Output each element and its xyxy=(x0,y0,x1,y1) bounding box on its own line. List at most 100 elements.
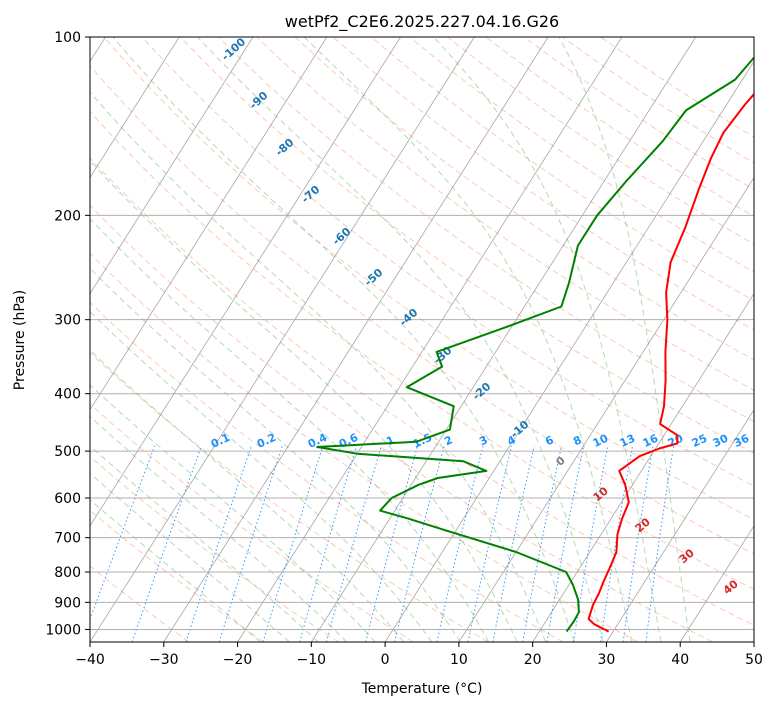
y-axis-ticks: 100 200 300 400 500 600 700 800 900 1000 xyxy=(45,30,90,638)
dry-adiabat-label: 40 xyxy=(721,577,741,597)
moist-adiabat-line xyxy=(112,37,575,642)
mixing-ratio-label: 8 xyxy=(571,433,583,448)
mixing-ratio-line xyxy=(218,445,283,642)
isotherm-label: -90 xyxy=(247,89,271,112)
moist-adiabat-line xyxy=(90,415,348,642)
x-tick-label: 20 xyxy=(524,652,542,668)
mixing-ratio-lines xyxy=(90,445,675,642)
dry-adiabat-line xyxy=(141,37,754,487)
moist-adiabat-line xyxy=(90,349,404,642)
mixing-ratio-label: 13 xyxy=(618,432,637,450)
dry-adiabat-line xyxy=(294,37,754,361)
x-tick-label: 10 xyxy=(450,652,468,668)
moist-adiabat-line xyxy=(303,37,633,642)
isotherm-line xyxy=(90,37,254,295)
dry-adiabat-label: 30 xyxy=(677,546,697,566)
mixing-ratio-label: 1 xyxy=(384,433,396,448)
plot-frame xyxy=(89,36,755,643)
y-tick-label: 500 xyxy=(54,444,81,460)
mixing-ratio-line xyxy=(394,445,445,642)
isotherm-line xyxy=(237,37,623,642)
isotherm-line xyxy=(90,37,475,642)
dry-adiabat-line xyxy=(90,565,190,642)
x-tick-label: −10 xyxy=(297,652,327,668)
dewpoint-profile-line xyxy=(316,56,754,633)
mixing-ratio-line xyxy=(645,445,675,642)
isotherm-label: -60 xyxy=(330,225,354,248)
mixing-ratio-label: 16 xyxy=(641,432,661,450)
y-tick-label: 200 xyxy=(54,208,81,224)
y-tick-label: 100 xyxy=(54,30,81,46)
dry-adiabat-line xyxy=(90,352,489,642)
chart-title: wetPf2_C2E6.2025.227.04.16.G26 xyxy=(285,12,559,32)
mixing-ratio-label: 10 xyxy=(591,432,611,450)
moist-adiabat-line xyxy=(90,499,261,642)
mixing-ratio-line xyxy=(299,445,358,642)
mixing-ratio-line xyxy=(546,445,585,642)
isotherm-label: -20 xyxy=(470,380,494,403)
dry-adiabat-line xyxy=(103,37,754,521)
isotherm-line xyxy=(90,37,328,411)
isotherm-line xyxy=(679,525,754,642)
moist-adiabats xyxy=(90,37,691,642)
moist-adiabat-line xyxy=(90,445,319,642)
y-axis-label: Pressure (hPa) xyxy=(12,290,28,390)
x-axis-label: Temperature (°C) xyxy=(361,681,483,697)
dry-adiabat-line xyxy=(485,37,754,218)
dry-adiabat-line xyxy=(332,37,754,331)
moist-adiabat-line xyxy=(90,472,290,642)
moist-adiabat-line xyxy=(558,37,691,642)
mixing-ratio-label: 36 xyxy=(732,432,752,450)
mixing-ratio-label: 0.1 xyxy=(209,431,232,451)
dry-adiabat-label: 10 xyxy=(591,484,611,504)
reference-line-labels: -100-90-80-70-60-50-40-30-20-10010203040… xyxy=(209,37,752,597)
moist-adiabat-line xyxy=(90,267,461,642)
x-tick-label: 50 xyxy=(745,652,763,668)
isotherms xyxy=(90,37,754,642)
moist-adiabat-line xyxy=(197,37,604,642)
y-tick-label: 400 xyxy=(54,387,81,403)
dry-adiabat-line xyxy=(90,110,754,590)
mixing-ratio-label: 6 xyxy=(543,433,556,448)
x-tick-label: 0 xyxy=(381,652,390,668)
y-tick-label: 600 xyxy=(54,491,81,507)
sounding-profiles xyxy=(316,56,754,633)
isotherm-line xyxy=(163,37,549,642)
mixing-ratio-line xyxy=(573,445,609,642)
y-tick-label: 1000 xyxy=(45,622,81,638)
x-tick-label: −40 xyxy=(75,652,105,668)
dry-adiabat-line xyxy=(90,157,754,627)
dry-adiabat-line xyxy=(90,509,265,642)
mixing-ratio-line xyxy=(262,445,324,642)
dry-adiabat-label: 20 xyxy=(633,515,653,535)
y-tick-label: 900 xyxy=(54,595,81,611)
moist-adiabat-line xyxy=(90,91,547,642)
dry-adiabat-line xyxy=(370,37,754,302)
mixing-ratio-line xyxy=(522,445,562,642)
dry-adiabat-line xyxy=(179,37,754,455)
mixing-ratio-line xyxy=(131,445,202,642)
dry-adiabat-line xyxy=(90,65,754,555)
x-tick-label: −30 xyxy=(149,652,179,668)
isotherm-line xyxy=(90,37,180,179)
mixing-ratio-line xyxy=(90,445,156,621)
dry-adiabat-line xyxy=(409,37,754,273)
plot-area: -100-90-80-70-60-50-40-30-20-10010203040… xyxy=(90,37,754,642)
moist-adiabat-line xyxy=(90,159,518,642)
dry-adiabat-line xyxy=(523,37,754,191)
mixing-ratio-line xyxy=(185,445,252,642)
mixing-ratio-label: 2 xyxy=(442,433,454,448)
isotherm-label: -70 xyxy=(299,183,323,206)
moist-adiabat-line xyxy=(90,217,490,642)
dry-adiabat-line xyxy=(218,37,754,423)
x-tick-label: 40 xyxy=(671,652,689,668)
mixing-ratio-label: 25 xyxy=(690,432,709,450)
moist-adiabat-line xyxy=(90,311,433,642)
isotherm-label: -50 xyxy=(362,266,386,289)
isotherm-label: -40 xyxy=(397,306,421,329)
pressure-gridlines xyxy=(90,37,754,630)
mixing-ratio-line xyxy=(622,445,654,642)
mixing-ratio-label: 0.2 xyxy=(255,431,278,451)
dry-adiabat-line xyxy=(562,37,754,164)
